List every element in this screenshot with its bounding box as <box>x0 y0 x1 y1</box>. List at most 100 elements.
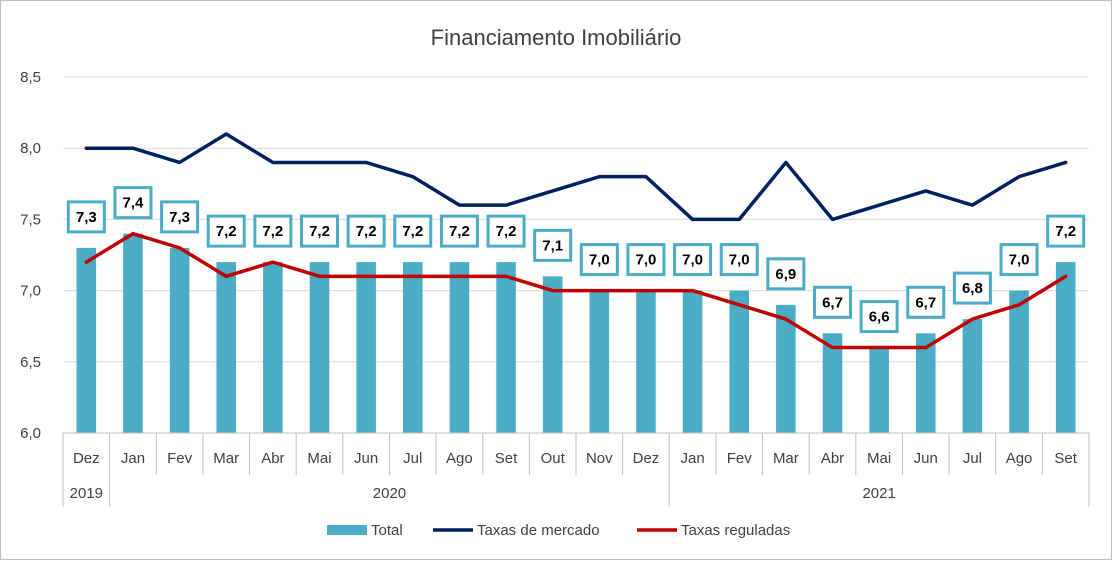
bar <box>356 262 376 433</box>
data-label: 7,3 <box>76 209 97 226</box>
data-label-box <box>533 228 573 262</box>
data-label: 7,2 <box>496 223 517 240</box>
y-tick-label: 7,5 <box>20 211 41 228</box>
bar <box>962 319 983 433</box>
y-tick-label: 8,5 <box>20 69 41 86</box>
x-tick-label: Mai <box>307 450 331 467</box>
x-tick-label: Nov <box>586 450 613 467</box>
bar <box>776 304 796 433</box>
bar <box>542 276 563 433</box>
x-tick-label: Abr <box>821 450 844 467</box>
bar <box>682 290 703 433</box>
bar <box>169 247 190 433</box>
data-label: 7,2 <box>402 223 423 240</box>
data-label-box <box>206 214 246 248</box>
data-label-box <box>859 300 899 334</box>
x-tick-label: Dez <box>633 450 660 467</box>
data-label: 7,2 <box>216 223 237 240</box>
legend-swatch-total <box>327 525 367 535</box>
data-label-box <box>673 243 713 277</box>
x-tick-label: Set <box>1054 450 1077 467</box>
x-tick-label: Mai <box>867 450 891 467</box>
y-tick-label: 6,0 <box>20 425 41 442</box>
data-label-box <box>486 214 526 248</box>
x-tick-label: Fev <box>167 450 193 467</box>
data-label: 7,2 <box>262 223 283 240</box>
legend-label: Taxas reguladas <box>681 522 790 539</box>
data-label-box <box>906 285 946 319</box>
data-label-box <box>579 243 619 277</box>
data-label: 7,0 <box>682 252 703 269</box>
bar <box>636 290 656 433</box>
x-tick-label: Ago <box>446 450 473 467</box>
data-label: 6,8 <box>962 280 983 297</box>
data-label-box <box>766 257 806 291</box>
data-label: 7,0 <box>636 252 657 269</box>
legend: Total Taxas de mercado Taxas reguladas <box>327 522 790 539</box>
data-label-box <box>1046 214 1086 248</box>
data-label: 7,0 <box>589 252 610 269</box>
data-label: 6,9 <box>775 266 796 283</box>
y-tick-label: 7,0 <box>20 283 41 300</box>
data-label-box <box>300 214 339 248</box>
x-tick-label: Jul <box>963 450 982 467</box>
x-tick-label: Mar <box>773 450 799 467</box>
bar-series-total <box>76 233 1076 433</box>
x-tick-label: Fev <box>727 450 753 467</box>
data-label: 7,2 <box>309 223 330 240</box>
line-taxas-reguladas <box>84 231 1068 350</box>
data-label: 7,2 <box>1055 223 1076 240</box>
data-label: 6,7 <box>915 294 936 311</box>
data-label-box <box>253 214 293 248</box>
legend-label: Total <box>371 522 403 539</box>
bar <box>915 333 936 433</box>
data-label: 7,3 <box>169 209 190 226</box>
data-label-box <box>393 214 433 248</box>
data-label-box <box>999 243 1039 277</box>
data-label-box <box>439 214 479 248</box>
data-label: 6,6 <box>869 309 890 326</box>
x-tick-label: Dez <box>73 450 100 467</box>
bar <box>76 247 97 433</box>
data-label: 7,2 <box>356 223 377 240</box>
data-label-box <box>160 200 200 234</box>
x-tick-label: Ago <box>1006 450 1033 467</box>
data-label-box <box>626 243 666 277</box>
bar <box>1009 290 1029 433</box>
data-label-box <box>719 243 759 277</box>
data-label: 7,4 <box>123 195 145 212</box>
x-tick-label: Abr <box>261 450 284 467</box>
data-label-box <box>66 200 106 234</box>
data-label: 7,0 <box>1009 252 1030 269</box>
bar <box>822 333 843 433</box>
x-tick-label: Jan <box>680 450 704 467</box>
x-tick-label: Out <box>541 450 566 467</box>
line-series <box>84 132 1068 350</box>
bar <box>729 290 750 433</box>
data-label-box <box>813 285 852 319</box>
legend-label: Taxas de mercado <box>477 522 600 539</box>
y-tick-label: 6,5 <box>20 354 41 371</box>
x-tick-label: Set <box>495 450 518 467</box>
bar <box>589 290 610 433</box>
x-axis: Dez Jan Fev Mar Abr Mai Jun Jul Ago Set Out Nov Dez J… <box>62 432 1090 507</box>
line-taxas-de-mercado <box>84 132 1068 222</box>
data-label: 7,0 <box>729 252 750 269</box>
bar <box>496 262 516 433</box>
bar <box>1055 262 1076 433</box>
data-label: 6,7 <box>822 294 843 311</box>
data-label: 7,2 <box>449 223 470 240</box>
bar <box>216 262 237 433</box>
x-tick-label: Jan <box>121 450 145 467</box>
y-tick-label: 8,0 <box>20 140 41 157</box>
data-label: 7,1 <box>542 237 563 254</box>
x-tick-label: Jun <box>914 450 938 467</box>
chart-title: Financiamento Imobiliário <box>431 25 682 50</box>
x-tick-label: Jun <box>354 450 378 467</box>
y-axis: 6,0 6,5 7,0 7,5 8,0 8,5 <box>20 69 41 442</box>
x-tick-label: Jul <box>403 450 422 467</box>
bar <box>123 233 143 433</box>
bar <box>263 262 283 433</box>
